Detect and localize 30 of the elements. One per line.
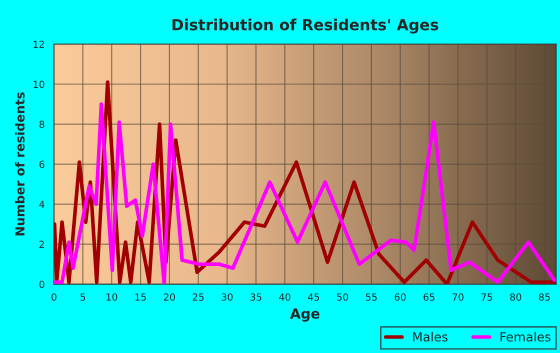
x-tick-label: 55 [366,293,377,301]
x-tick-label: 0 [52,293,56,301]
y-tick-label: 0 [39,280,44,288]
y-tick-label: 10 [34,80,44,88]
y-tick-label: 4 [39,200,44,208]
x-tick-label: 50 [337,293,348,301]
x-tick-label: 60 [394,293,406,301]
x-tick-label: 25 [192,293,204,301]
x-tick-label: 75 [481,293,492,301]
y-tick-label: 12 [34,40,44,48]
x-tick-label: 45 [308,293,320,301]
chart-title: Distribution of Residents' Ages [172,18,438,34]
x-tick-label: 70 [452,293,464,301]
x-axis-title: Age [290,308,320,322]
x-tick-label: 65 [424,293,434,301]
x-tick-label: 35 [250,293,262,301]
x-tick-label: 10 [106,293,118,301]
y-axis-title: Number of residents [14,92,25,236]
y-tick-label: 6 [39,160,44,168]
legend-label: Females [500,332,550,342]
x-tick-label: 5 [80,293,86,301]
x-tick-label: 20 [164,293,175,301]
x-tick-label: 80 [510,293,522,301]
x-tick-label: 85 [539,293,550,301]
y-tick-label: 2 [39,240,44,248]
x-tick-label: 15 [135,293,146,301]
x-tick-label: 40 [279,293,290,301]
y-tick-label: 8 [39,120,44,128]
x-tick-label: 30 [222,293,233,301]
legend-label: Males [413,332,448,342]
